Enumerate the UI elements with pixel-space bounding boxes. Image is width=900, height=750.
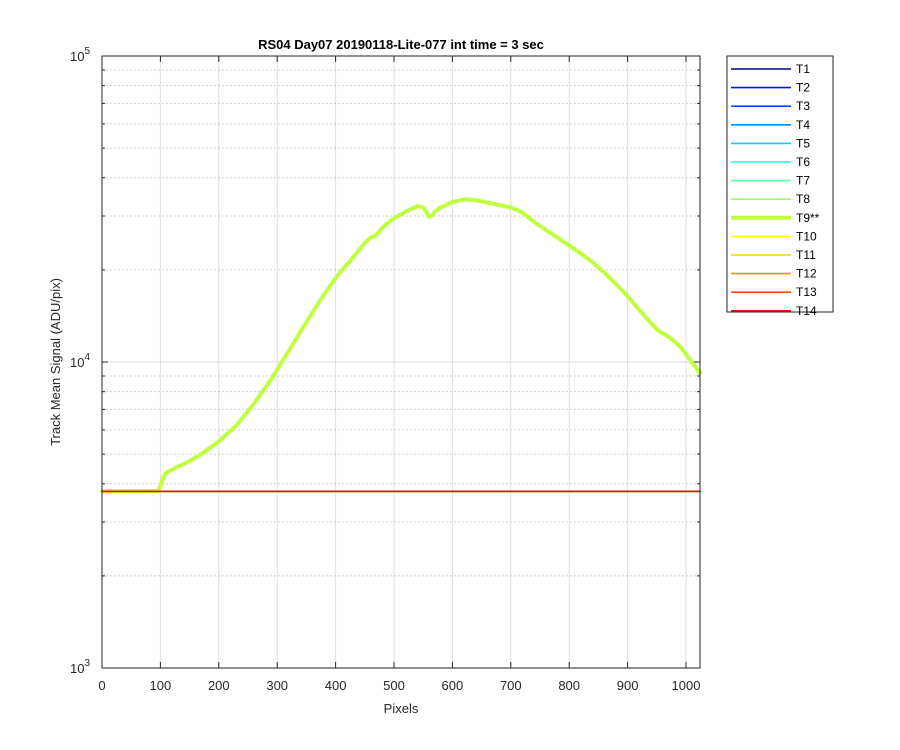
x-tick-label: 400 <box>325 678 347 693</box>
legend-label: T3 <box>796 99 810 113</box>
legend-label: T6 <box>796 155 810 169</box>
legend-item: T3 <box>731 99 810 113</box>
legend: T1 T2 T3 T4 T5 T6 T7 T8 T9** T10 T11 T12 T13 T14 <box>726 55 834 318</box>
legend-label: T12 <box>796 267 817 281</box>
y-axis-label: Track Mean Signal (ADU/pix) <box>48 278 63 446</box>
legend-label: T4 <box>796 118 810 132</box>
x-tick-label: 200 <box>208 678 230 693</box>
x-tick-label: 100 <box>150 678 172 693</box>
legend-label: T1 <box>796 62 810 76</box>
legend-box <box>726 55 834 313</box>
y-tick-label: 104 <box>70 352 90 370</box>
legend-label: T7 <box>796 174 810 188</box>
y-tick-label: 105 <box>70 46 90 64</box>
series-lines <box>100 197 702 494</box>
x-tick-label: 900 <box>617 678 639 693</box>
series-line-t9 <box>100 197 702 494</box>
legend-item: T7 <box>731 174 810 188</box>
x-tick-label: 500 <box>383 678 405 693</box>
x-tick-label: 1000 <box>672 678 701 693</box>
axis-ticks: 0 100 200 300 400 500 600 700 800 900 1000 103 104 10… <box>70 46 700 693</box>
legend-item: T5 <box>731 136 810 150</box>
legend-item: T14 <box>731 304 817 318</box>
x-tick-label: 0 <box>98 678 105 693</box>
legend-label: T10 <box>796 229 817 243</box>
x-tick-label: 700 <box>500 678 522 693</box>
x-axis-label: Pixels <box>384 701 419 716</box>
legend-item: T2 <box>731 81 810 95</box>
chart-title: RS04 Day07 20190118-Lite-077 int time = … <box>258 37 544 52</box>
legend-label: T9** <box>796 211 820 225</box>
legend-item: T10 <box>731 229 817 243</box>
legend-label: T2 <box>796 81 810 95</box>
legend-item: T1 <box>731 62 810 76</box>
legend-label: T11 <box>796 248 816 262</box>
legend-item: T6 <box>731 155 810 169</box>
legend-label: T13 <box>796 285 817 299</box>
legend-item: T4 <box>731 118 810 132</box>
legend-label: T8 <box>796 192 810 206</box>
legend-item: T11 <box>731 248 816 262</box>
legend-label: T14 <box>796 304 817 318</box>
legend-item: T13 <box>731 285 817 299</box>
legend-item: T9** <box>731 211 820 225</box>
grid <box>102 56 700 668</box>
x-tick-label: 300 <box>266 678 288 693</box>
x-tick-label: 600 <box>442 678 464 693</box>
x-tick-label: 800 <box>558 678 580 693</box>
legend-item: T8 <box>731 192 810 206</box>
legend-label: T5 <box>796 136 810 150</box>
legend-item: T12 <box>731 267 817 281</box>
y-tick-label: 103 <box>70 658 90 676</box>
